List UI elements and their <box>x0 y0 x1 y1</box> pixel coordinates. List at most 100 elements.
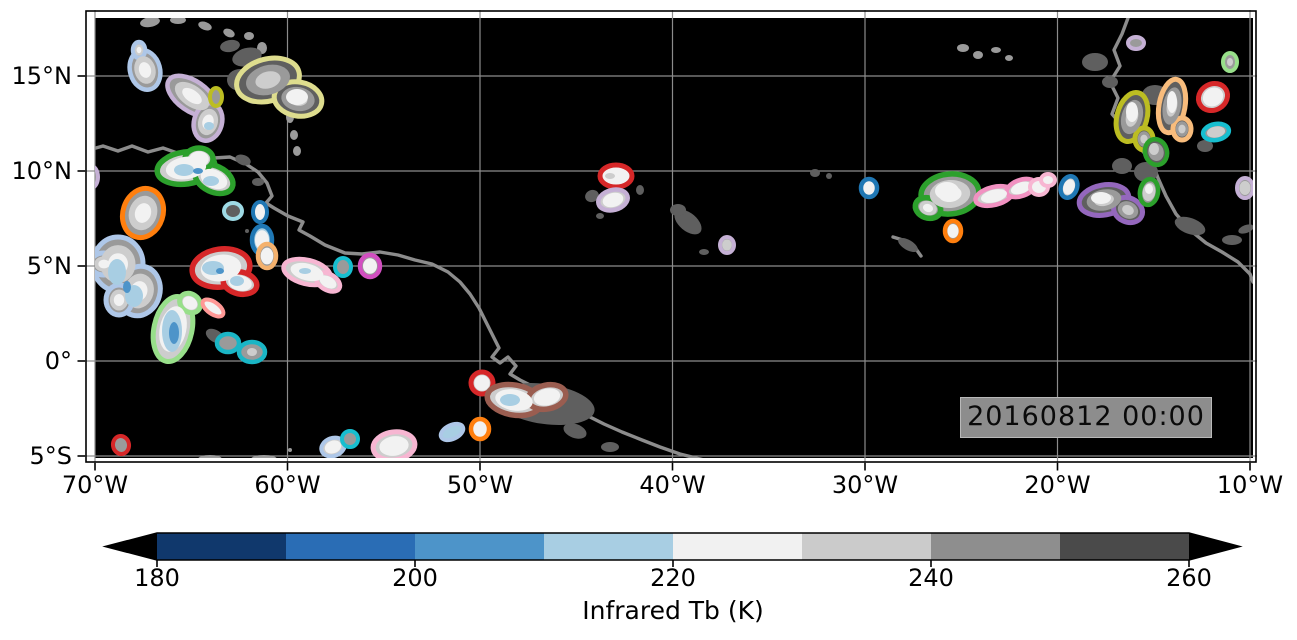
cloud-blob <box>235 154 251 166</box>
cluster-nw-khaki <box>234 55 325 119</box>
cloud-blob <box>1238 224 1253 234</box>
cluster-m-red-ellipse <box>597 162 635 190</box>
cluster-m-plum <box>596 187 630 213</box>
y-tick-label: 10°N <box>11 157 73 185</box>
cluster-w-orange <box>119 185 167 241</box>
cloud-blob <box>288 448 292 452</box>
colorbar-tick-label: 240 <box>908 564 954 592</box>
cloud-blob <box>1082 53 1108 71</box>
cluster-c-periwinkle <box>438 421 466 443</box>
cluster-w-lightgreen <box>150 290 203 365</box>
cluster-s-magenta <box>357 252 383 280</box>
cluster-e-red <box>1195 80 1231 114</box>
axis-tick-marks <box>77 75 1251 471</box>
x-tick-label: 20°W <box>1024 471 1091 499</box>
cluster-w-sandy <box>255 241 279 271</box>
cluster-e-green <box>912 171 982 222</box>
cluster-m-plum-tiny <box>718 235 736 255</box>
cluster-sw-red-tiny <box>110 434 132 456</box>
cloud-blob <box>244 32 254 40</box>
colorbar-tick-label: 200 <box>392 564 438 592</box>
cloud-blob <box>1197 140 1213 152</box>
colorbar-segment <box>415 533 544 560</box>
cluster-w-red <box>189 246 260 298</box>
cluster-s-cyan <box>333 256 353 278</box>
cloud-blob <box>563 423 587 439</box>
cluster-s-cyan2 <box>340 429 360 449</box>
y-tick-label: 15°N <box>11 62 73 90</box>
colorbar-tick-label: 220 <box>650 564 696 592</box>
axes-spine <box>85 10 1257 463</box>
colorbar-arrow-left <box>105 533 157 560</box>
cluster-e-plum-edge <box>1235 176 1253 200</box>
cloud-blob <box>220 39 240 53</box>
cloud-blob <box>170 18 186 24</box>
cluster-e-purple <box>1076 182 1146 226</box>
cloud-blob <box>198 455 222 458</box>
cluster-w-teal <box>214 331 268 365</box>
x-tick-label: 40°W <box>639 471 706 499</box>
cloud-blob <box>674 209 702 235</box>
colorbar-label: Infrared Tb (K) <box>582 596 764 625</box>
cluster-e-lightpink <box>1028 172 1057 197</box>
colorbar-tick-label: 260 <box>1166 564 1212 592</box>
cluster-e-cyan <box>1200 121 1232 143</box>
x-tick-label: 60°W <box>254 471 321 499</box>
cluster-e-green2 <box>1137 176 1161 208</box>
cloud-blob <box>198 21 212 31</box>
cloud-blob <box>1005 55 1013 61</box>
cluster-c-orange-circle <box>468 416 492 442</box>
tracked-cluster-contours <box>95 35 1253 458</box>
cluster-e-pink-chain <box>973 176 1038 209</box>
cluster-s-pink2 <box>370 429 418 458</box>
timestamp-badge: 20160812 00:00 <box>960 397 1212 438</box>
cloud-blob <box>957 44 969 52</box>
cloud-blob <box>898 238 918 252</box>
cloud-blob <box>290 130 298 140</box>
cloud-blob <box>973 51 983 59</box>
cluster-e-blue2 <box>1058 174 1080 200</box>
colorbar-segment <box>1060 533 1189 560</box>
y-tick-label: 0° <box>44 347 72 375</box>
cluster-nw-olive-small <box>208 86 224 108</box>
cloud-blob <box>810 169 820 177</box>
cluster-s-lightsteel2 <box>319 435 347 458</box>
cluster-e-green3 <box>1142 136 1170 168</box>
cloud-blob <box>596 213 604 219</box>
cloud-blob <box>245 229 249 233</box>
cluster-c-brown <box>484 381 569 419</box>
colorbar-segment <box>931 533 1060 560</box>
cloud-blob <box>699 249 709 255</box>
colorbar-segment <box>157 533 286 560</box>
cluster-m-blue <box>858 176 880 200</box>
cloud-blob <box>140 18 160 28</box>
cluster-w-green <box>154 145 236 197</box>
x-tick-label: 30°W <box>831 471 899 499</box>
cluster-w-lightcyan <box>222 201 244 221</box>
cloud-blob <box>991 47 1001 53</box>
cloud-blob <box>252 178 264 186</box>
cloud-blob <box>670 204 686 216</box>
cluster-e-orange2 <box>942 218 964 244</box>
cluster-nw-lightblue <box>127 39 163 92</box>
cluster-s-pink <box>281 256 343 294</box>
cluster-e-plum-top <box>1126 35 1146 51</box>
cluster-w-blue-small <box>251 200 269 224</box>
colorbar-segment <box>802 533 931 560</box>
cloud-blob <box>636 185 644 195</box>
colorbar-tick-label: 180 <box>134 564 180 592</box>
cluster-e-lightgreen-tiny <box>1221 51 1239 73</box>
cloud-blob <box>1134 162 1158 182</box>
cluster-e-sandy <box>1155 76 1194 143</box>
cloud-blob <box>1174 216 1206 236</box>
cloud-blob <box>223 28 235 38</box>
colorbar <box>102 532 1243 567</box>
cluster-w-salmon <box>200 297 226 319</box>
colorbar-segment <box>286 533 415 560</box>
cloud-blob <box>1102 76 1118 88</box>
cluster-nw-plum <box>165 73 225 143</box>
cloud-blob <box>585 189 599 203</box>
y-tick-label: 5°S <box>29 442 72 470</box>
x-tick-label: 10°W <box>1216 471 1284 499</box>
